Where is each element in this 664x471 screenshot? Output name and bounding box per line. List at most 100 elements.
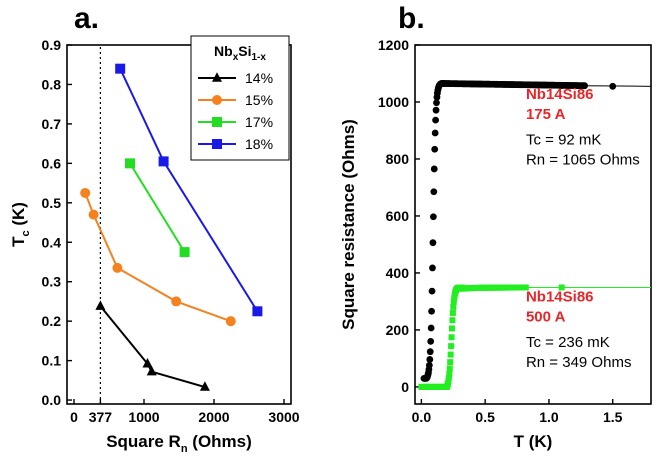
panel-b-chart: 0.0 0.5 1.0 1.5 0 200 400 600 800 1000 1200 Nb14Si8… (339, 37, 652, 451)
data-point (432, 106, 440, 114)
data-point (446, 365, 453, 372)
data-point (88, 209, 99, 220)
series-17pct (125, 158, 190, 258)
data-point (447, 351, 454, 358)
panel-a-x-tick-label: 377 (89, 409, 113, 425)
data-point (80, 187, 91, 198)
data-point (142, 358, 153, 368)
data-point (225, 316, 236, 327)
legend-title-part: Nb (214, 43, 233, 59)
data-point (125, 158, 135, 169)
data-point (426, 356, 434, 363)
legend-entry: 14% (198, 70, 273, 86)
panel-a-y-tick-label: 0.7 (42, 116, 62, 132)
data-point (426, 348, 434, 356)
legend-entry: 17% (198, 114, 273, 130)
x-axis-title-part: n (181, 443, 188, 455)
data-point (433, 99, 440, 107)
series-14pct (95, 300, 210, 391)
data-point (252, 306, 263, 317)
legend-title: NbxSi1-x (214, 43, 266, 63)
data-point (112, 262, 123, 273)
panel-b-x-axis-title: T (K) (514, 432, 553, 451)
data-point (581, 82, 589, 90)
series-18pct (115, 63, 263, 317)
panel-b-y-tick-label: 1200 (378, 37, 409, 53)
panel-b-y-tick-label: 800 (386, 151, 410, 167)
panel-b-x-tick-label: 1.0 (539, 409, 559, 425)
data-point (450, 298, 457, 305)
panel-a-y-tick-label: 0.3 (42, 274, 62, 290)
panel-b-x-tick-label: 0.0 (412, 409, 432, 425)
data-point (449, 317, 456, 324)
legend-label: 17% (245, 114, 273, 130)
data-point (448, 334, 455, 341)
data-point (445, 378, 452, 385)
data-point (171, 296, 182, 307)
panel-b-y-tick-label: 0 (401, 379, 409, 395)
data-point (431, 129, 439, 137)
legend-label: 14% (245, 70, 273, 86)
panel-a-y-tick-label: 0.8 (42, 76, 62, 92)
legend-swatch-marker (212, 117, 222, 127)
legend-box (190, 35, 290, 161)
data-point (146, 365, 157, 376)
series-500a (418, 284, 651, 390)
panel-a-y-tick-label: 0.0 (42, 392, 62, 408)
legend-entry: 18% (198, 136, 273, 152)
panel-b-y-axis-title: Square resistance (Ohms) (339, 119, 358, 330)
panel-b-x-tick-label: 0.5 (475, 409, 495, 425)
panel-b-plot-frame (414, 44, 652, 405)
panel-a-y-tick-label: 0.4 (42, 234, 62, 250)
panel-a-plot-frame (66, 44, 292, 405)
data-point (429, 264, 436, 272)
legend-title-part: Si (238, 43, 251, 59)
data-point (428, 287, 436, 295)
panel-b-label: b. (398, 2, 425, 35)
annotation-line: Tc = 92 mK (526, 132, 601, 149)
panel-b-y-tick-label: 400 (386, 265, 410, 281)
series-15pct (80, 187, 236, 327)
panel-a-y-tick-label: 0.6 (42, 155, 62, 171)
data-point (179, 247, 190, 258)
annotation-line: 175 A (526, 106, 566, 123)
panel-a-x-tick-label: 1000 (128, 409, 159, 425)
panel-a-x-axis-title: Square Rn (Ohms) (106, 432, 252, 455)
data-point (522, 284, 529, 291)
legend-swatch-marker (212, 139, 222, 149)
data-point (430, 188, 438, 196)
series-line (84, 192, 232, 323)
data-point (95, 300, 106, 310)
x-axis-title-part: (Ohms) (188, 432, 252, 451)
data-point (427, 324, 435, 332)
annotation-line: Tc = 236 mK (526, 334, 610, 351)
legend-swatch-marker (212, 72, 222, 82)
legend-label: 15% (245, 92, 273, 108)
legend-title-part: x (233, 52, 239, 63)
annotation-line: Rn = 349 Ohms (526, 354, 631, 371)
data-point (558, 284, 565, 291)
panel-b-x-tick-label: 1.5 (603, 409, 623, 425)
data-point (199, 381, 210, 391)
annotation-0: Nb14Si86 175 A (526, 86, 594, 123)
panel-b-y-tick-label: 200 (386, 322, 410, 338)
annotation-2: Nb14Si86 500 A (526, 288, 594, 325)
data-point (429, 213, 437, 221)
data-point (446, 370, 453, 377)
panel-a-y-tick-label: 0.1 (42, 353, 62, 369)
annotation-1: Tc = 92 mK Rn = 1065 Ohms (526, 132, 640, 169)
data-point (558, 82, 566, 89)
data-point (450, 303, 457, 310)
panel-a-y-tick-label: 0.9 (42, 37, 62, 53)
annotation-line: 500 A (526, 308, 566, 325)
data-point (425, 361, 433, 369)
panel-a-x-tick-label: 3000 (268, 409, 299, 425)
data-point (448, 343, 455, 350)
series-175a (420, 80, 652, 382)
data-point (448, 325, 455, 332)
annotation-3: Tc = 236 mK Rn = 349 Ohms (526, 334, 631, 371)
panel-a-y-tick-label: 0.5 (42, 195, 62, 211)
panel-a-label: a. (74, 2, 99, 35)
legend: NbxSi1-x 14% 15% 17% 18% (190, 35, 290, 161)
